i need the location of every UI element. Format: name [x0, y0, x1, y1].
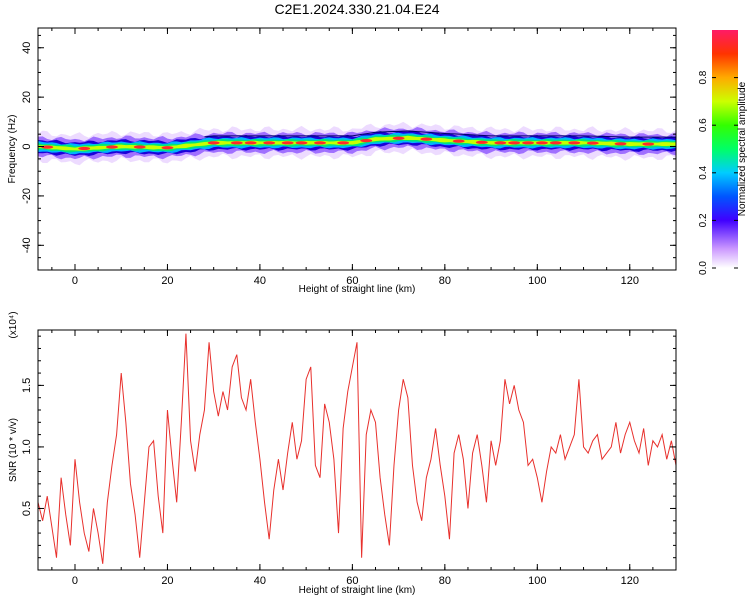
- colorbar-tick-label: 0.2: [698, 213, 709, 227]
- snr-x-label: Height of straight line (km): [299, 585, 416, 596]
- band-peak: [133, 145, 146, 149]
- band-peak: [360, 139, 373, 143]
- x-tick-label: 120: [621, 275, 639, 287]
- colorbar-tick-label: 0.8: [698, 70, 709, 84]
- band-peak: [281, 141, 294, 145]
- snr-y-ticks: 0.5 1.0 1.5: [21, 335, 676, 559]
- colorbar-gradient: [712, 30, 738, 268]
- spectral-band: [38, 121, 676, 166]
- spectrogram-x-ticks: 0 20 40 60 80 100 120: [51, 28, 677, 287]
- colorbar-tick-label: 0.0: [698, 261, 709, 275]
- x-tick-label: 60: [346, 575, 358, 587]
- band-peak: [207, 141, 220, 145]
- band-peak: [41, 145, 54, 149]
- snr-series-line: [38, 333, 676, 564]
- y-tick-label: -20: [21, 188, 33, 204]
- band-peak: [475, 140, 488, 144]
- snr-multiplier: (x10⁴): [8, 311, 19, 338]
- band-peak: [295, 141, 308, 145]
- x-tick-label: 0: [72, 575, 78, 587]
- x-tick-label: 120: [621, 575, 639, 587]
- band-peak: [392, 136, 405, 140]
- band-yellow: [38, 135, 676, 151]
- band-peak: [586, 141, 599, 145]
- snr-frame: [37, 329, 677, 571]
- colorbar: 0.0 0.2 0.4 0.6 0.8 Normalized spectral ampl…: [698, 30, 748, 275]
- colorbar-label: Normalized spectral amplitude: [737, 81, 748, 216]
- band-peak: [522, 141, 535, 145]
- band-peak: [314, 141, 327, 145]
- x-tick-label: 100: [528, 275, 546, 287]
- colorbar-tick-label: 0.6: [698, 118, 709, 132]
- y-tick-label: 40: [21, 42, 33, 54]
- x-tick-label: 20: [161, 575, 173, 587]
- y-tick-label: -40: [21, 237, 33, 253]
- x-tick-label: 60: [346, 275, 358, 287]
- band-peak: [614, 142, 627, 146]
- x-tick-label: 40: [254, 575, 266, 587]
- x-tick-label: 80: [439, 275, 451, 287]
- x-tick-label: 80: [439, 575, 451, 587]
- y-tick-label: 0: [21, 143, 33, 149]
- band-rim: [204, 130, 676, 138]
- colorbar-tick-label: 0.4: [698, 165, 709, 179]
- band-peak: [535, 141, 548, 145]
- band-peak: [78, 146, 91, 151]
- spectrogram-panel: 0 20 40 60 80 100 120 -40 -20 0 20 40 Height of st…: [7, 27, 677, 295]
- band-peak: [244, 141, 257, 145]
- y-tick-label: 20: [21, 91, 33, 103]
- x-tick-label: 20: [161, 275, 173, 287]
- x-tick-label: 100: [528, 575, 546, 587]
- y-tick-label: 0.5: [21, 501, 33, 516]
- band-peak: [508, 141, 521, 145]
- spectrogram-y-label: Frequency (Hz): [7, 115, 18, 184]
- band-peak: [452, 139, 465, 143]
- x-tick-label: 40: [254, 275, 266, 287]
- band-peak: [549, 141, 562, 145]
- snr-y-label: SNR (10 * v/v): [8, 418, 19, 482]
- y-tick-label: 1.0: [21, 439, 33, 454]
- band-peak: [337, 141, 350, 145]
- band-peak: [420, 137, 433, 141]
- band-peak: [230, 141, 243, 145]
- band-peak: [161, 146, 174, 150]
- band-peak: [494, 141, 507, 145]
- snr-x-ticks: 0 20 40 60 80 100 120: [51, 330, 677, 587]
- chart-title: C2E1.2024.330.21.04.E24: [274, 1, 439, 17]
- band-peak: [263, 141, 276, 145]
- spectrogram-y-ticks: -40 -20 0 20 40: [21, 34, 676, 271]
- colorbar-ticks: 0.0 0.2 0.4 0.6 0.8: [698, 70, 738, 275]
- x-tick-label: 0: [72, 275, 78, 287]
- snr-panel: 0 20 40 60 80 100 120 0.5 1.0 1.5 Height of stra…: [8, 311, 677, 596]
- y-tick-label: 1.5: [21, 378, 33, 393]
- spectrogram-frame: [37, 27, 677, 271]
- band-peak: [642, 142, 655, 146]
- spectrogram-x-label: Height of straight line (km): [299, 284, 416, 295]
- band-peak: [568, 141, 581, 145]
- band-peak: [105, 145, 118, 149]
